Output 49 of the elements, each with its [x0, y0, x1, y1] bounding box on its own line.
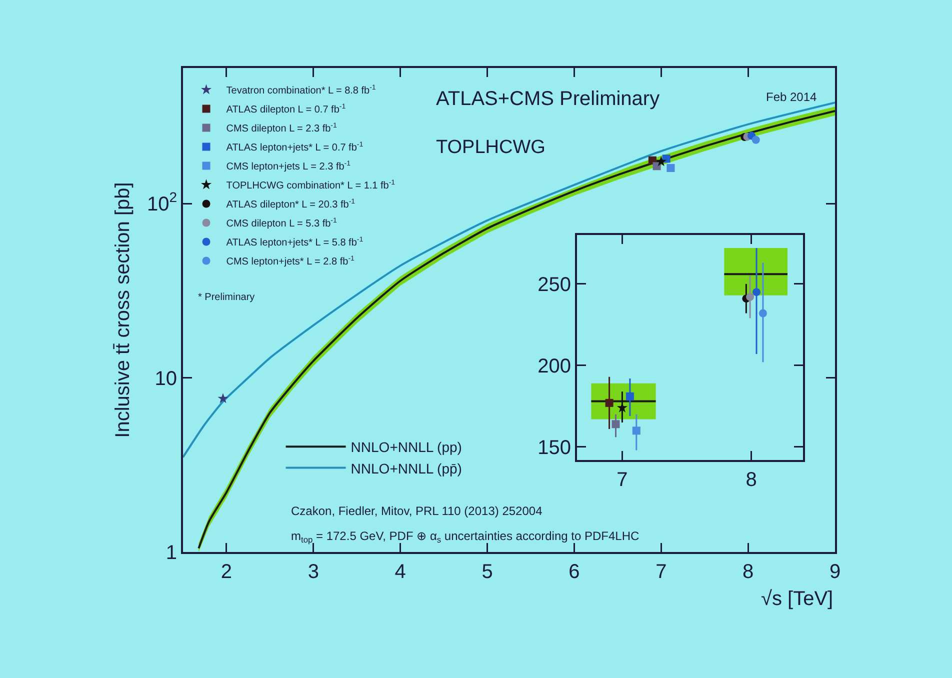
annotation: m$_{top}$ = 172.5 GeV, PDF ⊕ α$_{s}$ uncertainties according to PDF4LHC: [291, 529, 640, 545]
x-tick-label: 8: [746, 469, 757, 491]
y-tick-label: 10: [154, 368, 177, 390]
legend-label: NNLO+NNLL (pp̄): [350, 460, 462, 476]
point: [632, 426, 640, 435]
annotation: * Preliminary: [198, 292, 255, 303]
point: [616, 402, 628, 412]
x-tick-label: 9: [829, 561, 841, 583]
annotation: ATLAS+CMS Preliminary: [436, 88, 660, 110]
legend-label: TOPLHCWG combination* L = 1.1 fb$^{-1}$: [226, 179, 396, 192]
legend-label: ATLAS dilepton L = 0.7 fb$^{-1}$: [226, 103, 346, 116]
x-tick-label: 6: [568, 561, 580, 583]
x-tick-label: 7: [616, 469, 628, 491]
point: [666, 164, 675, 172]
point: [752, 288, 761, 296]
point: [752, 136, 760, 144]
x-axis-title: √s [TeV]: [761, 588, 834, 610]
point: [612, 420, 620, 428]
y-tick-label: 200: [538, 355, 571, 378]
legend-label: NNLO+NNLL (pp): [350, 439, 462, 456]
y-tick-label: 10$^{2}$: [146, 189, 178, 216]
legend-label: ATLAS lepton+jets* L = 5.8 fb$^{-1}$: [226, 236, 364, 249]
point: [758, 309, 767, 318]
annotation: TOPLHCWG: [436, 137, 546, 158]
legend-label: Tevatron combination* L = 8.8 fb$^{-1}$: [226, 84, 376, 97]
legend-label: CMS dilepton L = 5.3 fb$^{-1}$: [226, 217, 338, 230]
legend-label: CMS lepton+jets L = 2.3 fb$^{-1}$: [226, 160, 351, 173]
legend-label: ATLAS dilepton* L = 20.3 fb$^{-1}$: [226, 198, 356, 211]
legend-label: CMS dilepton L = 2.3 fb$^{-1}$: [226, 122, 338, 135]
annotation: Czakon, Fiedler, Mitov, PRL 110 (2013) 252004: [291, 504, 543, 518]
legend-label: ATLAS lepton+jets* L = 0.7 fb$^{-1}$: [226, 141, 364, 154]
point: [656, 156, 666, 166]
x-tick-label: 8: [742, 561, 754, 583]
legend-label: CMS lepton+jets* L = 2.8 fb$^{-1}$: [226, 255, 355, 268]
point: [218, 392, 228, 404]
point: [662, 154, 670, 163]
point: [746, 292, 754, 301]
x-tick-label: 4: [394, 561, 406, 583]
x-tick-label: 2: [220, 561, 232, 583]
y-tick-label: 250: [538, 274, 571, 296]
y-tick-label: 1: [166, 542, 177, 564]
x-tick-label: 7: [656, 561, 667, 583]
x-tick-label: 5: [482, 561, 493, 583]
x-tick-label: 3: [308, 561, 319, 583]
y-axis-title: Inclusive tt̄ cross section [pb]: [112, 182, 134, 438]
point: [626, 392, 634, 400]
y-tick-label: 150: [538, 436, 571, 459]
annotation: Feb 2014: [766, 90, 818, 104]
point: [605, 398, 614, 407]
